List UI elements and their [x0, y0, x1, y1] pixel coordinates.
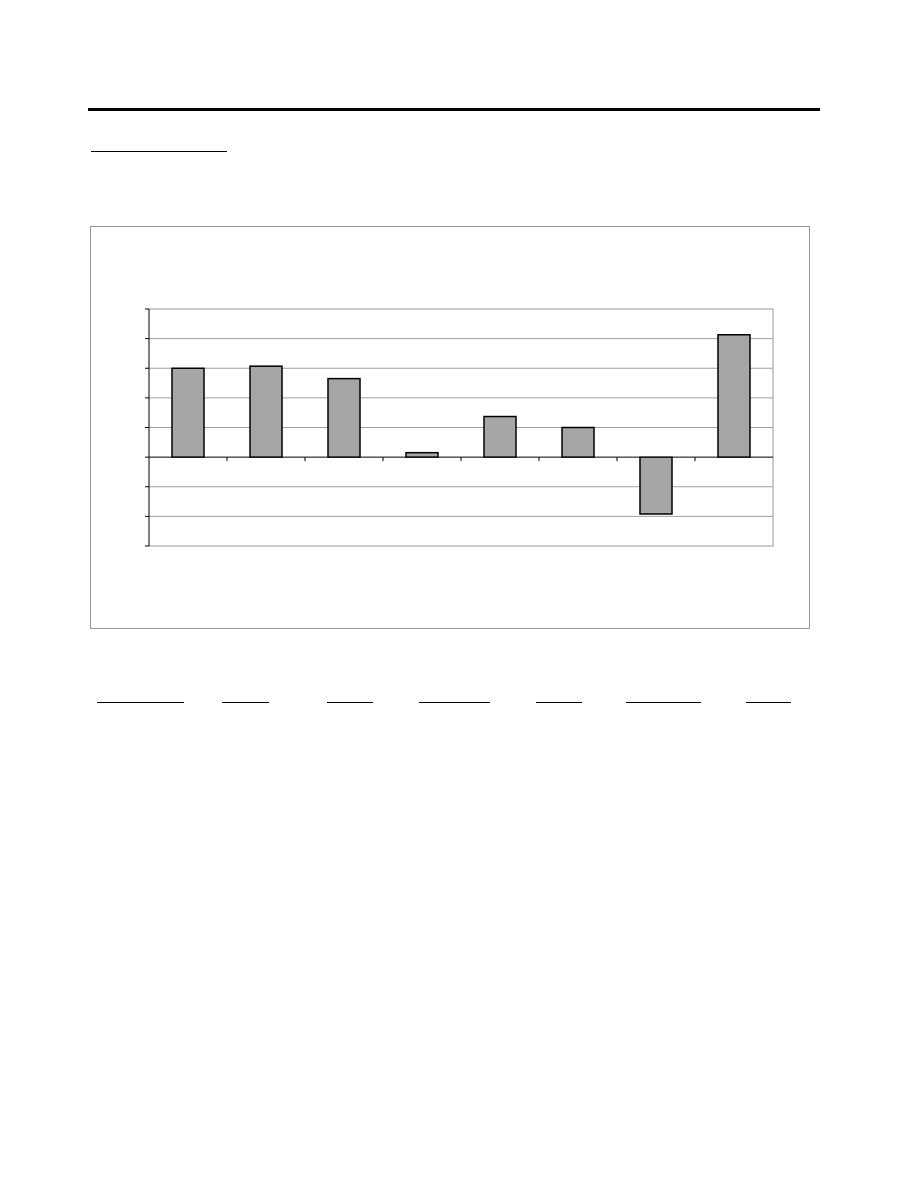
table-column-rule: [97, 702, 184, 703]
table-column-rule: [626, 702, 701, 703]
table-column-rule: [222, 702, 269, 703]
bar: [561, 426, 595, 458]
table-column-rule: [419, 702, 490, 703]
bar: [639, 456, 673, 515]
table-column-rule: [327, 702, 373, 703]
bar: [483, 415, 517, 458]
table-column-rule: [746, 702, 791, 703]
bar-chart: [145, 308, 774, 547]
bar: [405, 451, 439, 458]
section-heading-underline: [91, 151, 227, 152]
bar: [327, 377, 361, 458]
bar: [171, 367, 205, 458]
table-header-rules: [0, 702, 918, 704]
bar: [249, 365, 283, 458]
page-top-rule: [88, 108, 820, 111]
table-column-rule: [536, 702, 582, 703]
bar: [717, 334, 751, 458]
chart-frame: [90, 226, 810, 629]
